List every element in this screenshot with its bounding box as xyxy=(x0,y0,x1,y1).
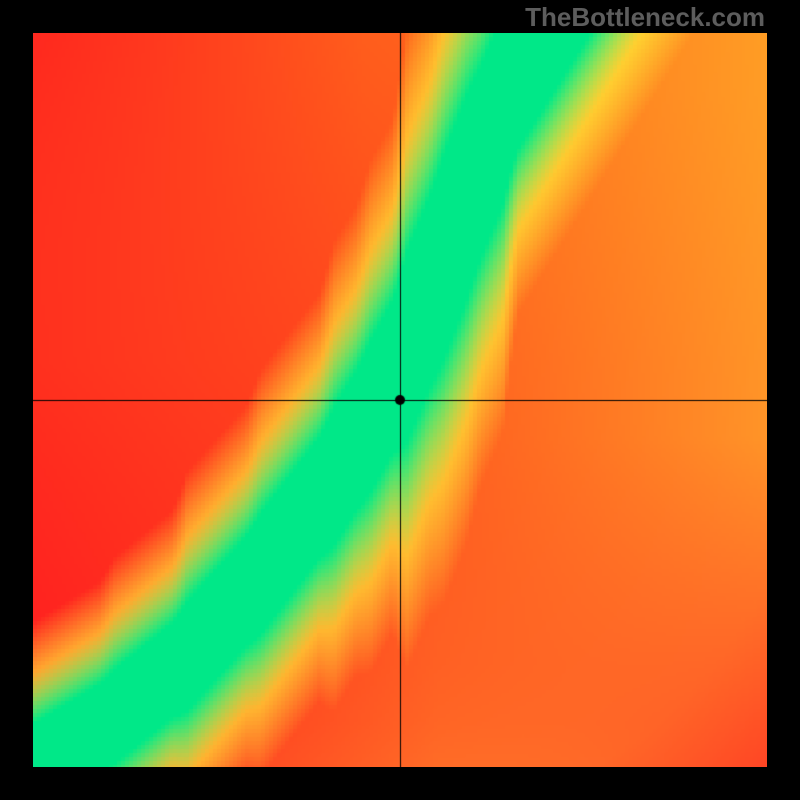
frame-bottom xyxy=(0,767,800,800)
watermark-text: TheBottleneck.com xyxy=(525,2,765,33)
frame-right xyxy=(767,0,800,800)
frame-left xyxy=(0,0,33,800)
bottleneck-heatmap xyxy=(33,33,767,767)
